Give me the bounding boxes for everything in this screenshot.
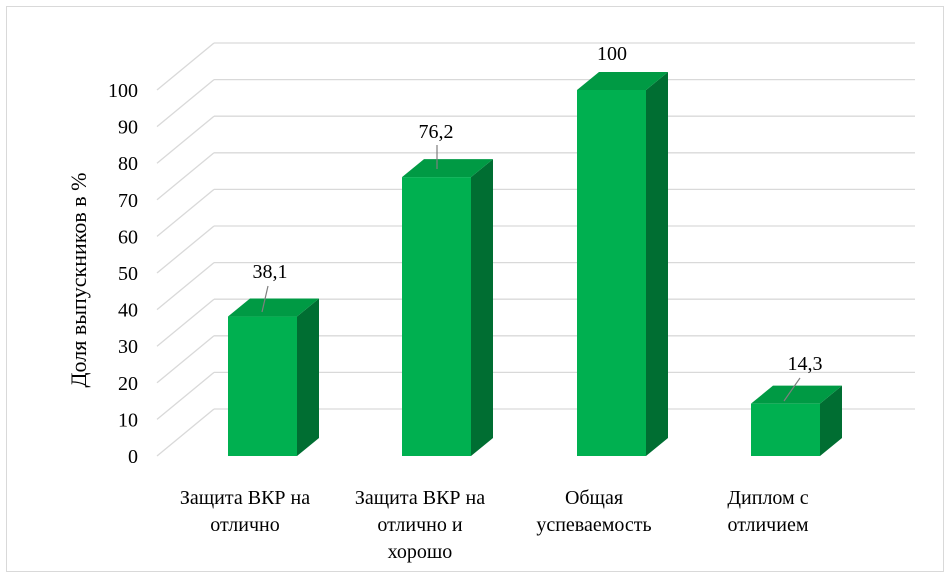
y-axis-title: Доля выпускников в %: [66, 173, 91, 388]
x-category-label-line: Общая: [565, 487, 623, 509]
bar-side: [646, 72, 668, 456]
x-category-label: Общая успеваемость: [536, 487, 651, 536]
data-label: 100: [597, 43, 627, 65]
data-label: 76,2: [419, 121, 454, 143]
y-tick-label: 60: [118, 226, 138, 248]
x-category-label-line: отлично и: [377, 514, 462, 536]
y-tick-label: 90: [118, 117, 138, 139]
y-tick-label: 40: [118, 300, 138, 322]
bar-top: [751, 385, 842, 404]
gridline-diagonal: [156, 298, 215, 347]
x-category-label-line: успеваемость: [536, 514, 651, 536]
x-category-label: Защита ВКР на отлично: [180, 487, 310, 536]
y-tick-label: 30: [118, 336, 138, 358]
x-category-label-line: Защита ВКР на: [355, 487, 485, 509]
bar: [402, 177, 471, 456]
bar: [751, 403, 820, 456]
gridline-diagonal: [156, 188, 215, 237]
gridline-diagonal: [156, 371, 215, 420]
gridline-diagonal: [156, 335, 215, 384]
gridline-diagonal: [156, 115, 215, 164]
gridline-diagonal: [156, 152, 215, 201]
gridline-diagonal: [156, 42, 215, 91]
y-tick-label: 100: [108, 80, 138, 102]
x-category-label: Защита ВКР на отлично и хорошо: [355, 487, 485, 563]
bar-top: [228, 298, 319, 317]
data-label: 14,3: [788, 353, 823, 375]
data-label-leader: [783, 377, 801, 402]
y-tick-label: 50: [118, 263, 138, 285]
bar: [228, 316, 297, 456]
gridline-diagonal: [156, 408, 215, 457]
gridline-diagonal: [156, 79, 215, 128]
bar-top: [577, 72, 668, 90]
x-category-label-line: отлично: [210, 514, 279, 536]
x-category-label-line: Защита ВКР на: [180, 487, 310, 509]
y-tick-label: 0: [128, 446, 138, 468]
bar-side: [471, 159, 493, 456]
data-label-leader: [261, 285, 269, 313]
y-tick-label: 10: [118, 409, 138, 431]
gridline-diagonal: [156, 225, 215, 274]
bar-side: [820, 385, 842, 456]
gridline-diagonal: [156, 262, 215, 311]
y-tick-label: 20: [118, 373, 138, 395]
bar: [577, 90, 646, 456]
x-category-label: Диплом с отличием: [727, 487, 808, 536]
x-category-label-line: Диплом с: [727, 487, 808, 509]
data-label: 38,1: [253, 261, 288, 283]
y-tick-label: 70: [118, 190, 138, 212]
x-category-label-line: отличием: [728, 514, 809, 536]
bar-side: [297, 298, 319, 456]
y-tick-label: 80: [118, 153, 138, 175]
x-category-label-line: хорошо: [388, 541, 453, 563]
bar-top: [402, 159, 493, 178]
